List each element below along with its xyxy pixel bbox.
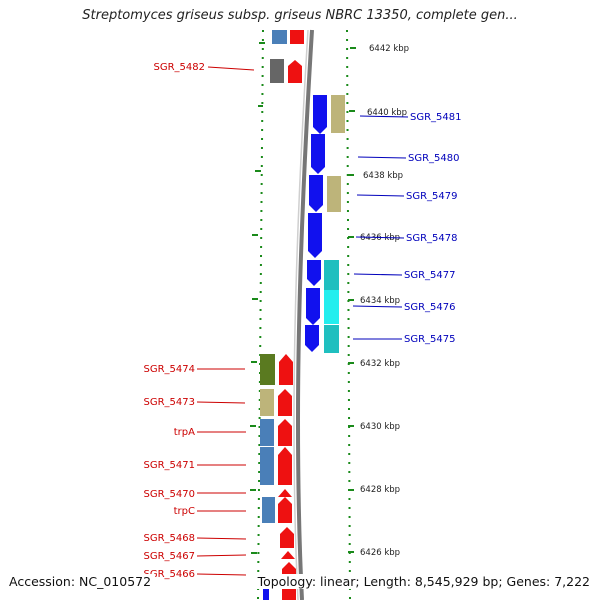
gene-label[interactable]: SGR_5479 — [406, 191, 458, 202]
gene-arrow[interactable] — [311, 134, 325, 174]
accession-label: Accession: NC_010572 — [9, 574, 156, 589]
scale-tick-label: 6428 kbp — [360, 485, 400, 495]
genome-title: Streptomyces griseus subsp. griseus NBRC… — [82, 8, 518, 23]
gene-label[interactable]: SGR_5475 — [404, 334, 456, 345]
gene-feature[interactable] — [260, 354, 275, 385]
gene-label[interactable]: SGR_5480 — [408, 153, 460, 164]
gene-arrow[interactable] — [288, 60, 302, 83]
topology-summary: Topology: linear; Length: 8,545,929 bp; … — [253, 574, 590, 589]
gene-label[interactable]: SGR_5478 — [406, 233, 458, 244]
scale-tick-label: 6434 kbp — [360, 296, 400, 306]
gene-arrow[interactable] — [278, 447, 292, 485]
minor-ticks-left — [250, 42, 265, 554]
gene-arrow[interactable] — [279, 354, 293, 385]
gene-label[interactable]: trpC — [174, 506, 195, 517]
gene-feature[interactable] — [324, 290, 339, 324]
sequence-axis — [295, 29, 314, 600]
gene-label[interactable]: SGR_5468 — [144, 533, 196, 544]
gene-arrow[interactable] — [280, 527, 294, 548]
gene-arrow[interactable] — [305, 325, 319, 352]
gene-feature[interactable] — [270, 59, 284, 83]
gene-arrow[interactable] — [278, 389, 292, 416]
gene-feature[interactable] — [327, 176, 341, 212]
left-label-connectors — [196, 66, 255, 576]
gene-arrow[interactable] — [313, 95, 327, 134]
scale-tick-label: 6430 kbp — [360, 422, 400, 432]
gene-feature[interactable] — [290, 30, 304, 44]
gene-feature[interactable] — [260, 447, 274, 485]
gene-feature[interactable] — [260, 389, 274, 416]
gene-feature[interactable] — [262, 497, 275, 523]
gene-feature[interactable] — [331, 95, 345, 133]
gene-arrow[interactable] — [278, 489, 292, 497]
right-gene-labels: SGR_5481 SGR_5480 SGR_5479 SGR_5478 SGR_… — [404, 112, 462, 345]
minor-ticks-right — [348, 47, 356, 553]
gene-feature[interactable] — [282, 588, 296, 600]
gene-arrow[interactable] — [278, 497, 292, 523]
gene-feature[interactable] — [272, 30, 287, 44]
gene-arrow[interactable] — [308, 213, 322, 258]
left-strand-features — [260, 30, 304, 600]
right-label-connectors — [352, 115, 409, 340]
gene-feature[interactable] — [324, 260, 339, 290]
gene-feature[interactable] — [263, 585, 269, 600]
gene-feature[interactable] — [260, 419, 274, 446]
gene-arrow[interactable] — [281, 551, 295, 559]
gene-label[interactable]: SGR_5481 — [410, 112, 462, 123]
gene-label[interactable]: SGR_5477 — [404, 270, 456, 281]
gene-label[interactable]: SGR_5471 — [144, 460, 196, 471]
gene-arrow[interactable] — [278, 419, 292, 446]
gene-label[interactable]: SGR_5482 — [154, 62, 206, 73]
right-strand-features — [305, 95, 345, 353]
gene-label[interactable]: SGR_5476 — [404, 302, 456, 313]
scale-tick-label: 6442 kbp — [369, 44, 409, 54]
gene-arrow[interactable] — [306, 288, 320, 325]
gene-feature[interactable] — [324, 325, 339, 353]
gene-label[interactable]: SGR_5470 — [144, 489, 196, 500]
scale-tick-label: 6438 kbp — [363, 171, 403, 181]
scale-tick-label: 6432 kbp — [360, 359, 400, 369]
gene-label[interactable]: SGR_5473 — [144, 397, 196, 408]
gene-label[interactable]: trpA — [174, 427, 195, 438]
gene-arrow[interactable] — [309, 175, 323, 212]
scale-labels: 6442 kbp 6440 kbp 6438 kbp 6436 kbp 6434… — [360, 44, 409, 558]
scale-tick-label: 6426 kbp — [360, 548, 400, 558]
gene-label[interactable]: SGR_5466 — [144, 569, 196, 580]
scale-tick-label: 6440 kbp — [367, 108, 407, 118]
gene-label[interactable]: SGR_5474 — [144, 364, 196, 375]
left-gene-labels: SGR_5482 SGR_5474 SGR_5473 trpA SGR_5471… — [144, 62, 206, 580]
sequence-axis-highlight — [293, 29, 309, 600]
gene-label[interactable]: SGR_5467 — [144, 551, 196, 562]
gene-arrow[interactable] — [307, 260, 321, 286]
